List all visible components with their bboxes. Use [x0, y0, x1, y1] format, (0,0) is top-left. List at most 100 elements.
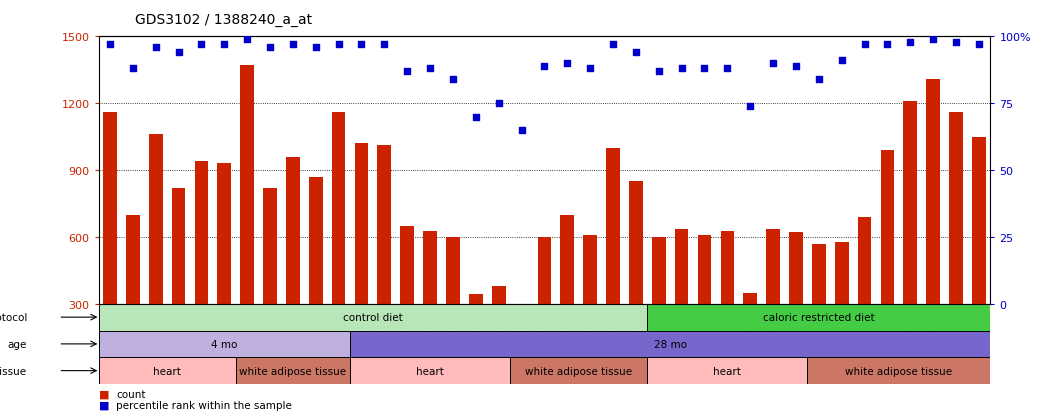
Bar	[675, 230, 689, 304]
Bar	[812, 244, 825, 304]
Point	[147, 45, 164, 51]
Bar	[446, 237, 459, 304]
Point	[650, 69, 667, 75]
Bar	[195, 162, 208, 304]
Bar	[423, 232, 437, 304]
Point	[170, 50, 187, 57]
Point	[284, 42, 301, 48]
Point	[468, 114, 484, 121]
Point	[857, 42, 873, 48]
Bar	[858, 217, 871, 304]
Bar	[835, 243, 848, 304]
Bar	[560, 215, 574, 304]
Point	[422, 66, 439, 73]
Text: ■: ■	[99, 389, 109, 399]
Point	[741, 103, 758, 110]
Bar	[235, 357, 351, 384]
Text: control diet: control diet	[343, 312, 402, 323]
Bar	[789, 233, 803, 304]
Text: 4 mo: 4 mo	[212, 339, 237, 349]
Text: heart: heart	[153, 366, 181, 376]
Point	[376, 42, 393, 48]
Bar	[286, 157, 300, 304]
Point	[971, 42, 987, 48]
Point	[582, 66, 598, 73]
Point	[354, 42, 370, 48]
Point	[239, 36, 255, 43]
Bar	[99, 331, 351, 357]
Bar	[351, 331, 990, 357]
Point	[811, 76, 828, 83]
Point	[879, 42, 896, 48]
Text: caloric restricted diet: caloric restricted diet	[763, 312, 874, 323]
Text: 28 mo: 28 mo	[653, 339, 686, 349]
Bar	[218, 164, 231, 304]
Point	[102, 42, 118, 48]
Bar	[744, 293, 757, 304]
Point	[307, 45, 324, 51]
Text: tissue: tissue	[0, 366, 27, 376]
Bar	[972, 137, 986, 304]
Point	[788, 63, 805, 70]
Text: count: count	[116, 389, 145, 399]
Point	[124, 66, 141, 73]
Point	[216, 42, 232, 48]
Bar	[355, 144, 368, 304]
Bar	[510, 357, 647, 384]
Bar	[652, 237, 666, 304]
Point	[605, 42, 621, 48]
Point	[673, 66, 690, 73]
Point	[559, 61, 576, 67]
Point	[491, 101, 507, 107]
Point	[536, 63, 553, 70]
Bar	[903, 102, 917, 304]
Bar	[629, 182, 643, 304]
Bar	[698, 235, 711, 304]
Bar	[332, 113, 345, 304]
Bar	[880, 151, 894, 304]
Point	[627, 50, 644, 57]
Bar	[400, 226, 414, 304]
Bar	[537, 237, 552, 304]
Text: GDS3102 / 1388240_a_at: GDS3102 / 1388240_a_at	[135, 13, 312, 27]
Point	[925, 36, 942, 43]
Point	[399, 69, 416, 75]
Text: percentile rank within the sample: percentile rank within the sample	[116, 400, 292, 410]
Text: age: age	[8, 339, 27, 349]
Bar	[241, 66, 254, 304]
Point	[948, 39, 964, 46]
Point	[765, 61, 782, 67]
Point	[719, 66, 735, 73]
Bar	[721, 232, 734, 304]
Bar	[172, 188, 186, 304]
Point	[445, 76, 461, 83]
Bar	[125, 215, 140, 304]
Bar	[99, 357, 235, 384]
Bar	[926, 79, 940, 304]
Bar	[647, 304, 990, 331]
Bar	[949, 113, 963, 304]
Point	[834, 58, 850, 64]
Bar	[351, 357, 510, 384]
Point	[331, 42, 347, 48]
Point	[513, 127, 530, 134]
Bar	[99, 304, 647, 331]
Text: white adipose tissue: white adipose tissue	[240, 366, 346, 376]
Point	[261, 45, 278, 51]
Point	[193, 42, 209, 48]
Bar	[583, 235, 597, 304]
Text: growth protocol: growth protocol	[0, 312, 27, 323]
Text: heart: heart	[713, 366, 741, 376]
Text: heart: heart	[416, 366, 444, 376]
Point	[902, 39, 919, 46]
Bar	[607, 148, 620, 304]
Point	[696, 66, 712, 73]
Bar	[309, 177, 323, 304]
Bar	[766, 230, 780, 304]
Bar	[514, 304, 529, 306]
Bar	[377, 146, 391, 304]
Bar	[808, 357, 990, 384]
Bar	[492, 286, 506, 304]
Bar	[647, 357, 808, 384]
Text: white adipose tissue: white adipose tissue	[845, 366, 952, 376]
